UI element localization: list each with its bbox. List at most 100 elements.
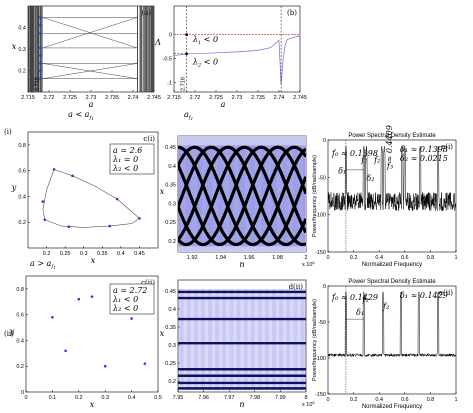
chart-di: 1.921.941.961.9820.20.250.30.350.40.45d(…: [160, 136, 316, 269]
x-axis-label: x: [91, 256, 96, 265]
x-tick-label: 2: [304, 255, 307, 261]
y-tick-label: -50: [318, 320, 326, 326]
y-axis-label: Λ: [154, 38, 161, 47]
data-point: [39, 69, 42, 72]
x-tick-label: 0.2: [75, 395, 83, 401]
chart-dii: 7.95 7.96 7.97 7.98 7.99 8 0.2 0.25 0.3 0.35 0.4 0.…: [160, 280, 316, 409]
marker-label: 2.718: [35, 77, 41, 91]
x-tick-label: 2.72: [190, 95, 201, 101]
data-point: [138, 217, 141, 220]
legend-entry: λ₂ < 0: [112, 304, 138, 313]
x-tick-label: 0.8: [427, 255, 435, 261]
x-tick-label: 2.715: [21, 95, 35, 101]
y-tick-label: 0.2: [168, 239, 176, 245]
y-tick-label: 0: [21, 390, 24, 396]
y-tick-label: 0.3: [168, 201, 176, 207]
x-tick-label: 7.97: [224, 395, 235, 401]
y-axis-label: x: [160, 329, 165, 338]
x-tick-label: 0.3: [80, 251, 88, 257]
x-tick-label: 0.1: [49, 395, 57, 401]
y-axis-label: x: [12, 42, 17, 51]
annotation: δ₁ ≈ 0.1398: [400, 145, 448, 154]
caption-sub2: 1: [191, 116, 194, 121]
x-tick-label: 2.74: [128, 95, 139, 101]
caption-main: a < a: [68, 110, 90, 119]
data-point: [64, 349, 67, 352]
x-tick-label: 0.8: [427, 397, 435, 403]
y-axis-label: Power/frequency (dB/rad/sample): [312, 155, 318, 237]
x-tick-label: 2.72: [44, 95, 55, 101]
y-tick-label: -1: [167, 80, 172, 86]
chart-eii: 0 0.2 0.4 0.6 0.8 10-50-100-150e(ii)Power Spe…: [312, 279, 458, 410]
y-tick-label: 0: [169, 33, 172, 39]
x-tick-label: 1: [454, 397, 457, 403]
marker-point: [185, 52, 188, 55]
x-tick-label: 0.3: [101, 395, 109, 401]
data-point: [68, 225, 71, 228]
data-point: [39, 47, 42, 50]
annotation: f₀ ≈ 0.1398: [331, 149, 378, 158]
annotation: δ₁: [338, 167, 346, 176]
row-label: (ii): [4, 330, 14, 338]
legend-entry: a = 2.6: [113, 146, 142, 155]
annotation: f₂: [382, 302, 389, 311]
data-point: [104, 365, 107, 368]
data-point: [144, 362, 147, 365]
data-point: [91, 295, 94, 298]
marker-point: [185, 33, 188, 36]
data-point: [39, 16, 42, 19]
y-tick-label: 0.25: [165, 220, 176, 226]
y-tick-label: 0: [323, 138, 326, 144]
y-tick-label: -50: [318, 175, 326, 181]
caption-sub2: 1: [53, 265, 56, 270]
annotation: f₂: [373, 155, 380, 164]
x-axis-label: a: [89, 100, 94, 109]
x-axis-label: a: [221, 100, 226, 109]
x-tick-label: 0: [326, 255, 329, 261]
data-point: [108, 225, 111, 228]
caption: af1: [184, 110, 193, 121]
x-axis-label: x: [90, 400, 95, 409]
x-tick-label: 0.2: [43, 251, 51, 257]
x-tick-label: 0.2: [350, 255, 358, 261]
x-tick-label: 0.6: [401, 255, 409, 261]
annotation: f₁: [362, 295, 369, 304]
x-exponent-power: 5: [312, 400, 315, 405]
y-tick-label: -150: [315, 392, 326, 398]
x-axis-label: n: [239, 260, 244, 269]
x-tick-label: 0.4: [375, 397, 383, 403]
x-tick-label: 7.96: [198, 395, 209, 401]
caption-sub2: 1: [91, 116, 94, 121]
x-tick-label: 0.5: [154, 395, 162, 401]
y-tick-label: 0.2: [18, 220, 26, 226]
data-point: [43, 218, 46, 221]
y-axis-label: x: [160, 187, 165, 196]
data-point: [116, 198, 119, 201]
x-tick-label: 1.94: [215, 255, 226, 261]
y-tick-label: 0.2: [168, 379, 176, 385]
data-point: [39, 54, 42, 57]
panel-tag: c(i): [143, 135, 155, 143]
data-point: [71, 175, 74, 178]
x-tick-label: 0: [326, 397, 329, 403]
lambda2-rest: < 0: [201, 57, 218, 66]
x-tick-label: 1: [454, 255, 457, 261]
x-tick-label: 0.4: [117, 251, 125, 257]
x-tick-label: 7.99: [275, 395, 286, 401]
y-tick-label: 0.4: [16, 338, 24, 344]
y-axis-label: Power/frequency (dB/rad/sample): [312, 299, 318, 381]
caption-main: a > a: [30, 259, 52, 268]
annotation: δ₂: [366, 174, 374, 183]
x-tick-label: 0.2: [350, 397, 358, 403]
x-tick-label: 7.98: [249, 395, 260, 401]
legend-entry: a = 2.72: [113, 286, 147, 295]
caption: a > af1: [30, 259, 56, 270]
chart-ei: 0 0.2 0.4 0.6 0.8 1 0 -50 -100 -150 e(i) Power Spec…: [312, 125, 458, 268]
y-tick-label: 0.45: [165, 289, 176, 295]
y-tick-label: 0.6: [16, 313, 24, 319]
data-point: [39, 32, 42, 35]
x-exponent-power: 5: [312, 260, 315, 265]
chart-cii: 0 0.1 0.2 0.3 0.4 0.5 0 0.2 0.4 0.6 0.8 c(ii)a = 2.…: [4, 259, 162, 409]
legend-entry: λ₁ = 0: [112, 155, 138, 164]
x-tick-label: 0.25: [60, 251, 71, 257]
